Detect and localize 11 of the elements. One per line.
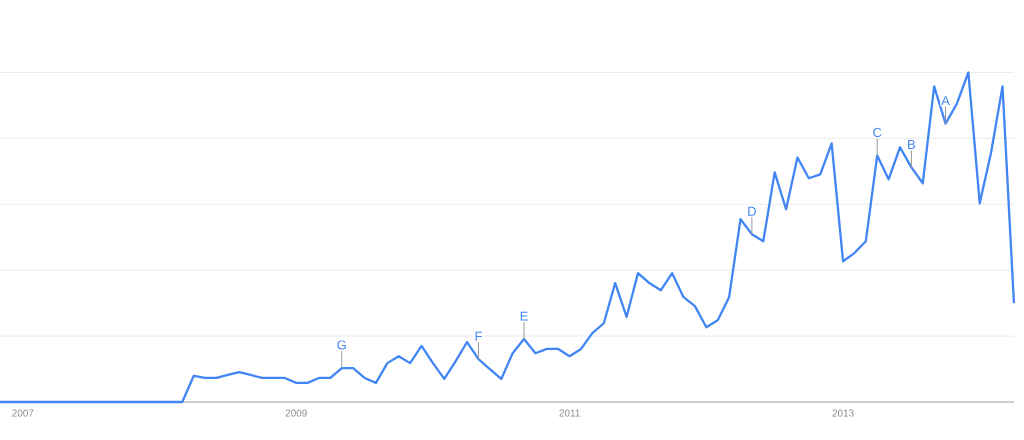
annotation: D (748, 206, 756, 216)
x-tick-label: 2009 (285, 409, 307, 417)
annotation: F (475, 331, 482, 341)
annotation: A (941, 96, 950, 106)
x-tick-label: 2011 (559, 409, 580, 417)
x-tick-label: 2007 (12, 409, 34, 417)
x-tick-label: 2013 (832, 409, 854, 417)
annotation: G (337, 340, 346, 350)
annotation: C (873, 127, 882, 138)
annotation: B (908, 139, 916, 149)
annotation: E (520, 311, 528, 321)
